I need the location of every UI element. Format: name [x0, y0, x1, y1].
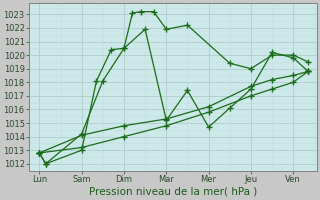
X-axis label: Pression niveau de la mer( hPa ): Pression niveau de la mer( hPa ): [89, 187, 257, 197]
